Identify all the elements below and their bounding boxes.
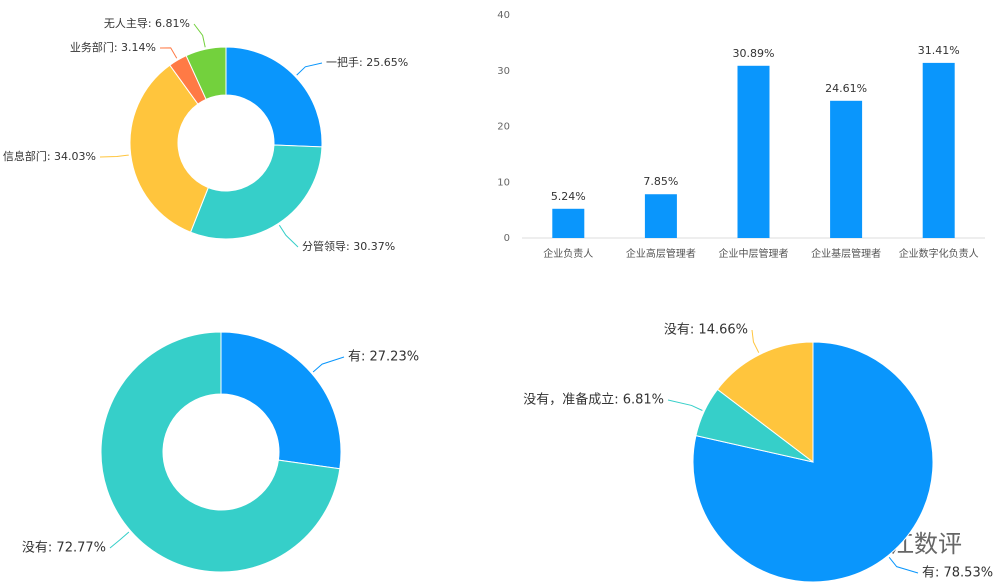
leader-line xyxy=(278,224,299,248)
bar xyxy=(922,62,955,238)
slice-label: 一把手: 25.65% xyxy=(326,55,408,69)
slice xyxy=(129,64,209,233)
leader-line xyxy=(99,154,129,158)
bar xyxy=(830,100,863,238)
y-tick-label: 40 xyxy=(497,10,510,21)
slice xyxy=(189,144,323,240)
bar xyxy=(737,65,770,238)
slice xyxy=(225,46,323,148)
slice-label: 没有: 14.66% xyxy=(664,323,748,338)
leader-line xyxy=(159,47,178,59)
slice-label: 分管领导: 30.37% xyxy=(302,239,395,253)
slice xyxy=(100,331,341,573)
y-tick-label: 30 xyxy=(497,66,510,77)
x-tick-label: 企业基层管理者 xyxy=(811,247,881,260)
value-label: 30.89% xyxy=(733,47,775,60)
leader-line xyxy=(888,556,919,574)
leader-line xyxy=(312,356,345,373)
slice-label: 有: 27.23% xyxy=(348,350,419,365)
x-tick-label: 企业中层管理者 xyxy=(719,247,789,260)
x-tick-label: 企业负责人 xyxy=(543,247,593,260)
slice-label: 没有，准备成立: 6.81% xyxy=(523,392,664,408)
slice-label: 无人主导: 6.81% xyxy=(104,17,190,30)
y-tick-label: 0 xyxy=(504,233,510,244)
value-label: 24.61% xyxy=(825,82,867,95)
slice-label: 业务部门: 3.14% xyxy=(70,40,156,54)
slice-label: 有: 78.53% xyxy=(922,566,993,581)
bar xyxy=(644,194,677,238)
slice xyxy=(220,331,342,470)
y-tick-label: 20 xyxy=(497,122,510,133)
leader-line xyxy=(193,23,206,48)
slice xyxy=(692,341,934,583)
y-tick-label: 10 xyxy=(497,177,510,188)
leader-line xyxy=(296,62,323,76)
leader-line xyxy=(109,531,130,549)
slice xyxy=(716,341,814,464)
slice-label: 信息部门: 34.03% xyxy=(3,149,96,163)
x-tick-label: 企业数字化负责人 xyxy=(899,247,979,260)
slice xyxy=(185,46,227,100)
value-label: 31.41% xyxy=(918,44,960,57)
bar xyxy=(552,208,585,238)
x-tick-label: 企业高层管理者 xyxy=(626,247,696,260)
value-label: 7.85% xyxy=(643,175,678,188)
slice-label: 没有: 72.77% xyxy=(22,541,106,556)
leader-line xyxy=(667,399,703,411)
leader-line xyxy=(751,329,760,353)
value-label: 5.24% xyxy=(551,190,586,203)
